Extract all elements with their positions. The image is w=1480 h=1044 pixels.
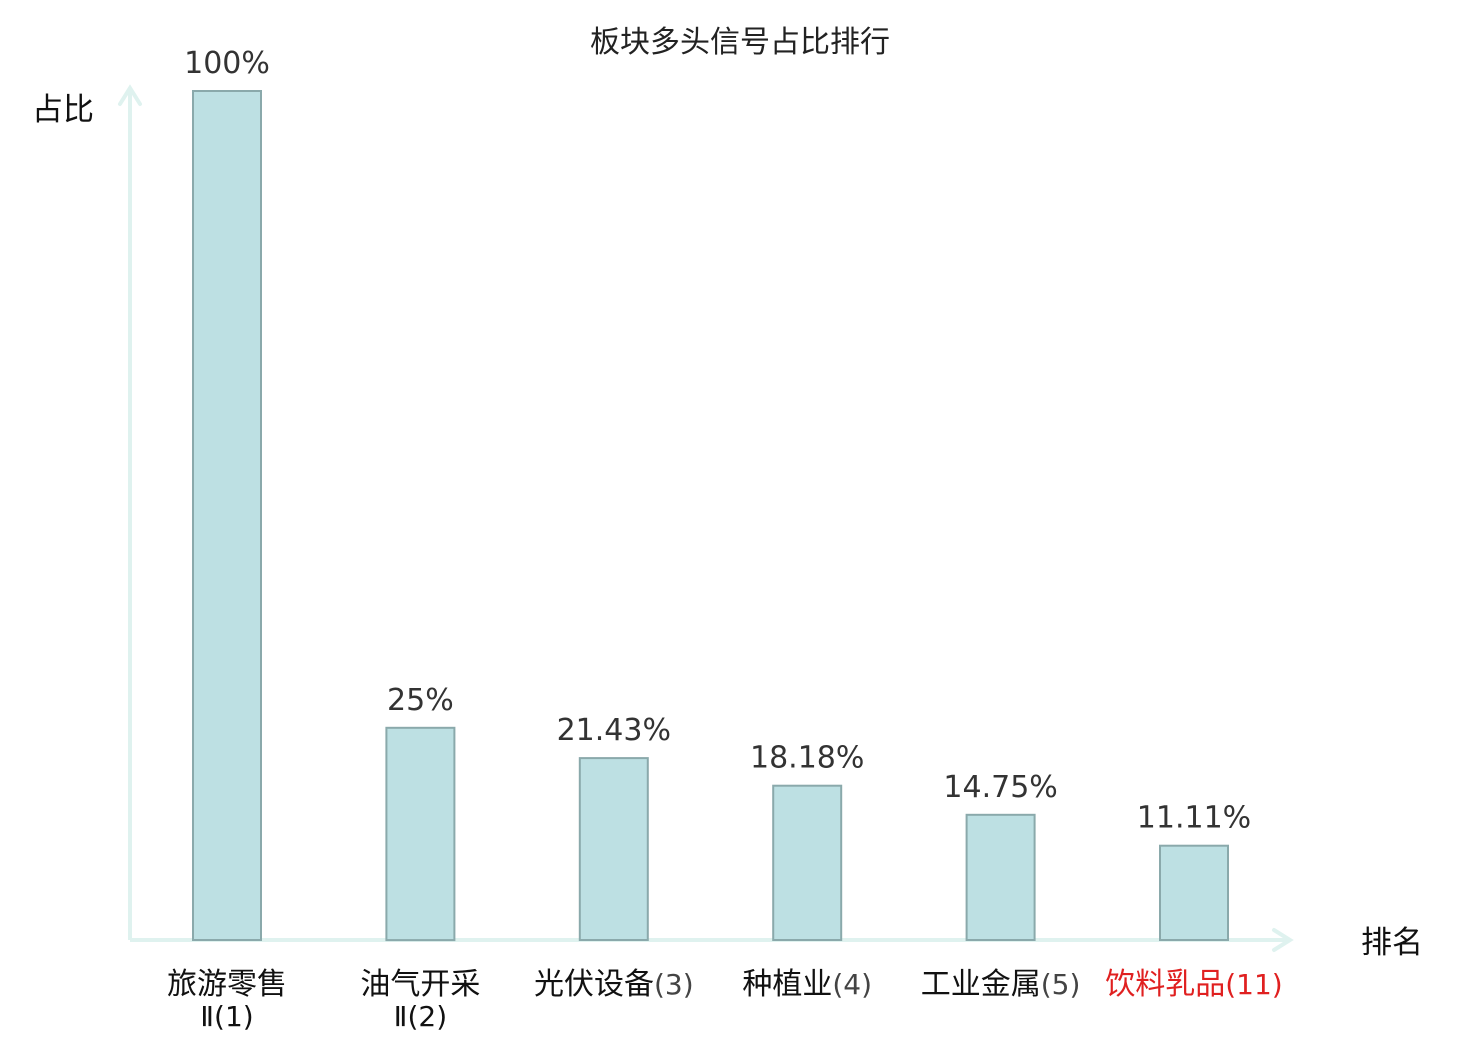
bar-value-label: 100% — [184, 46, 270, 81]
x-axis-arrow — [1272, 928, 1294, 952]
bars-group — [192, 90, 1229, 942]
bar — [385, 726, 456, 942]
category-rank: (11) — [1225, 968, 1282, 1001]
category-label: 饮料乳品(11) — [1105, 967, 1282, 1002]
category-label: 工业金属(5) — [921, 967, 1081, 1002]
category-label: 种植业(4) — [742, 967, 872, 1002]
bar — [772, 784, 843, 942]
bar — [965, 813, 1036, 941]
value-labels-group: 100% 25% 21.43% 18.18% 14.75% 11.11% — [184, 46, 1251, 836]
x-axis-label: 排名 — [1361, 925, 1423, 961]
y-axis-label: 占比 — [32, 92, 94, 128]
category-label: 光伏设备(3) — [534, 967, 694, 1002]
category-label: 旅游零售 — [167, 967, 287, 1002]
category-rank: (3) — [654, 968, 694, 1001]
bar-value-label: 18.18% — [750, 741, 864, 776]
bar-value-label: 11.11% — [1137, 801, 1251, 836]
category-name: 饮料乳品 — [1105, 967, 1225, 1002]
bar-value-label: 25% — [387, 683, 454, 718]
bar — [578, 757, 649, 941]
bar — [1159, 844, 1229, 942]
category-name: 工业金属 — [921, 967, 1041, 1002]
category-rank-label: Ⅱ(1) — [200, 1000, 253, 1033]
bar-value-label: 14.75% — [943, 770, 1057, 805]
category-name: 种植业 — [742, 967, 832, 1002]
bar-value-label: 21.43% — [557, 713, 671, 748]
axes — [118, 84, 1294, 952]
bar — [192, 90, 262, 941]
y-axis-arrow — [118, 84, 142, 106]
category-name: 光伏设备 — [534, 967, 654, 1002]
category-rank: (5) — [1041, 968, 1081, 1001]
category-label: 油气开采 — [360, 967, 480, 1002]
category-rank-label: Ⅱ(2) — [394, 1000, 447, 1033]
category-rank: (4) — [832, 968, 872, 1001]
chart-title: 板块多头信号占比排行 — [590, 25, 890, 60]
